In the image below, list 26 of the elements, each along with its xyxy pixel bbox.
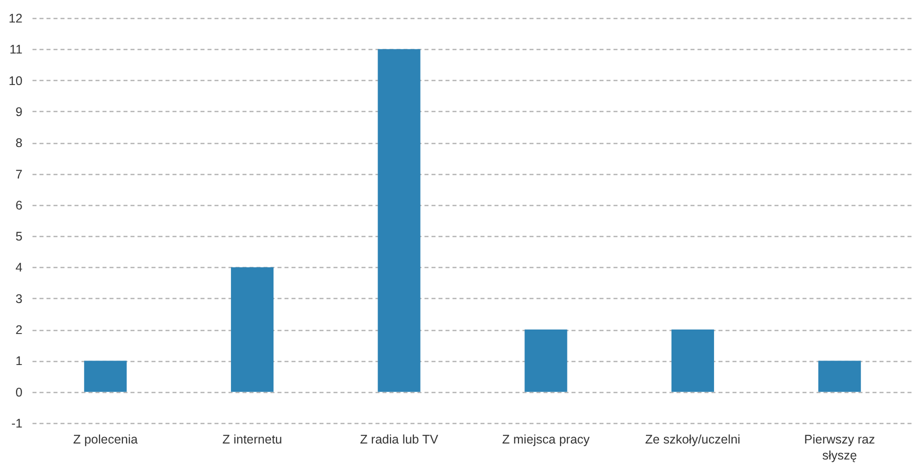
y-tick-label: 1 — [16, 354, 23, 368]
y-tick-label: -1 — [11, 416, 23, 430]
bar — [84, 360, 127, 392]
y-tick-label: 0 — [16, 385, 23, 400]
bar — [524, 330, 568, 392]
bar — [671, 330, 714, 392]
y-tick-label: 7 — [16, 167, 23, 182]
y-tick-label: 11 — [10, 42, 23, 57]
bar — [378, 49, 420, 392]
bar — [818, 360, 861, 392]
y-tick-label: 12 — [8, 12, 23, 26]
x-tick-label: Ze szkoły/uczelni — [645, 432, 740, 446]
y-tick-label: 8 — [16, 136, 23, 150]
x-tick-label: Pierwszy raz słyszę — [804, 432, 876, 462]
x-tick-label: Z radia lub TV — [360, 432, 439, 446]
y-tick-label: 2 — [16, 323, 23, 338]
y-tick-label: 10 — [8, 74, 23, 88]
y-tick-label: 6 — [16, 198, 23, 212]
x-tick-label: Z polecenia — [73, 432, 138, 446]
y-tick-label: 9 — [16, 104, 23, 119]
y-tick-label: 5 — [16, 230, 23, 244]
x-tick-label: Z internetu — [222, 432, 282, 446]
x-tick-label: Z miejsca pracy — [502, 432, 590, 446]
y-tick-label: 3 — [16, 292, 23, 306]
y-tick-label: 4 — [16, 260, 23, 275]
bar — [230, 267, 274, 392]
